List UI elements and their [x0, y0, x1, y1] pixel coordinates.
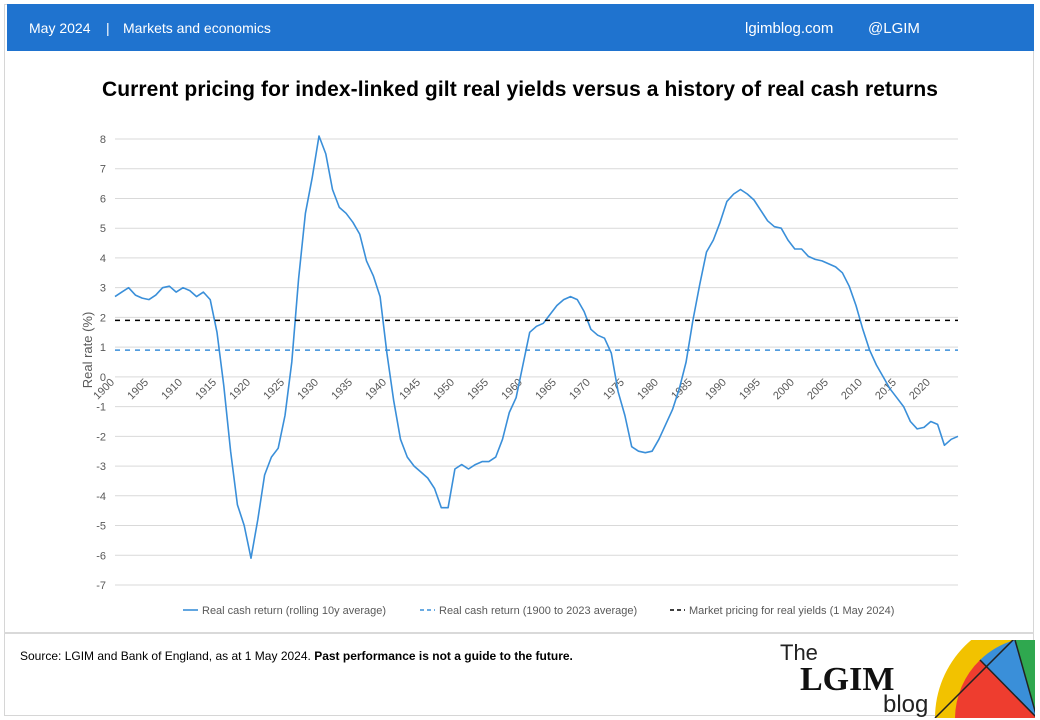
y-tick-label: -6: [96, 550, 106, 562]
header-social-handle[interactable]: @LGIM: [868, 20, 920, 37]
x-tick-label: 1955: [465, 377, 491, 403]
source-text: Source: LGIM and Bank of England, as at …: [20, 649, 311, 663]
x-axis-ticks: 1900 1905 1910 1915 1920 1925 1930 1935 1940 1945…: [91, 377, 933, 403]
legend-label: Market pricing for real yields (1 May 20…: [689, 605, 894, 617]
y-tick-label: -3: [96, 461, 106, 473]
disclaimer-text: Past performance is not a guide to the f…: [314, 649, 573, 663]
footer-divider: [4, 632, 1034, 634]
y-tick-label: -1: [96, 402, 106, 414]
x-tick-label: 1935: [329, 377, 355, 403]
x-tick-label: 1930: [295, 377, 321, 403]
x-tick-label: 1990: [703, 377, 729, 403]
x-tick-label: 1960: [499, 377, 525, 403]
chart-legend: Real cash return (rolling 10y average) Re…: [183, 605, 894, 617]
y-axis-ticks: -7 -6 -5 -4 -3 -2 -1 0 1 2 3 4 5 6 7 8: [96, 134, 106, 592]
x-tick-label: 2000: [771, 377, 797, 403]
x-tick-label: 1940: [363, 377, 389, 403]
chart-title: Current pricing for index-linked gilt re…: [101, 78, 939, 101]
x-tick-label: 1920: [227, 377, 253, 403]
header-site-link[interactable]: lgimblog.com: [745, 20, 834, 37]
y-tick-label: 2: [100, 312, 106, 324]
x-tick-label: 1910: [159, 377, 185, 403]
source-note: Source: LGIM and Bank of England, as at …: [20, 649, 573, 663]
header-bar: May 2024 | Markets and economics lgimblo…: [7, 4, 1034, 51]
y-tick-label: 6: [100, 193, 106, 205]
logo-the-text: The: [780, 640, 818, 665]
y-tick-label: -2: [96, 431, 106, 443]
x-tick-label: 1945: [397, 377, 423, 403]
x-tick-label: 1925: [261, 377, 287, 403]
y-tick-label: 5: [100, 223, 106, 235]
y-axis-label: Real rate (%): [80, 312, 95, 389]
chart-gridlines: [115, 138, 958, 586]
header-section[interactable]: Markets and economics: [123, 20, 271, 36]
umbrella-graphic: [934, 640, 1035, 718]
x-tick-label: 2005: [805, 377, 831, 403]
chart-series: [114, 135, 959, 560]
x-tick-label: 1970: [567, 377, 593, 403]
y-tick-label: 7: [100, 164, 106, 176]
x-tick-label: 1900: [91, 377, 117, 403]
y-tick-label: 0: [100, 372, 106, 384]
legend-label: Real cash return (1900 to 2023 average): [439, 605, 637, 617]
header-date: May 2024: [29, 20, 91, 36]
y-tick-label: -7: [96, 580, 106, 592]
x-tick-label: 1980: [635, 377, 661, 403]
x-tick-label: 1995: [737, 377, 763, 403]
x-tick-label: 1905: [125, 377, 151, 403]
y-tick-label: -4: [96, 491, 106, 503]
x-tick-label: 1965: [533, 377, 559, 403]
legend-label: Real cash return (rolling 10y average): [202, 605, 386, 617]
series-line-1: [114, 135, 959, 560]
lgim-blog-logo: The LGIM blog: [780, 640, 1035, 718]
x-tick-label: 2020: [907, 377, 933, 403]
y-tick-label: -5: [96, 521, 106, 533]
x-tick-label: 1915: [193, 377, 219, 403]
header-separator: |: [106, 20, 110, 36]
x-tick-label: 2010: [839, 377, 865, 403]
y-tick-label: 3: [100, 283, 106, 295]
y-tick-label: 1: [100, 342, 106, 354]
x-tick-label: 1950: [431, 377, 457, 403]
y-tick-label: 4: [100, 253, 106, 265]
x-tick-label: 1975: [601, 377, 627, 403]
line-chart: -7 -6 -5 -4 -3 -2 -1 0 1 2 3 4 5 6 7 8 1900 1905 1910 1915…: [80, 134, 959, 617]
logo-blog-text: blog: [883, 691, 928, 718]
logo-main-text: LGIM: [800, 661, 894, 698]
y-tick-label: 8: [100, 134, 106, 146]
